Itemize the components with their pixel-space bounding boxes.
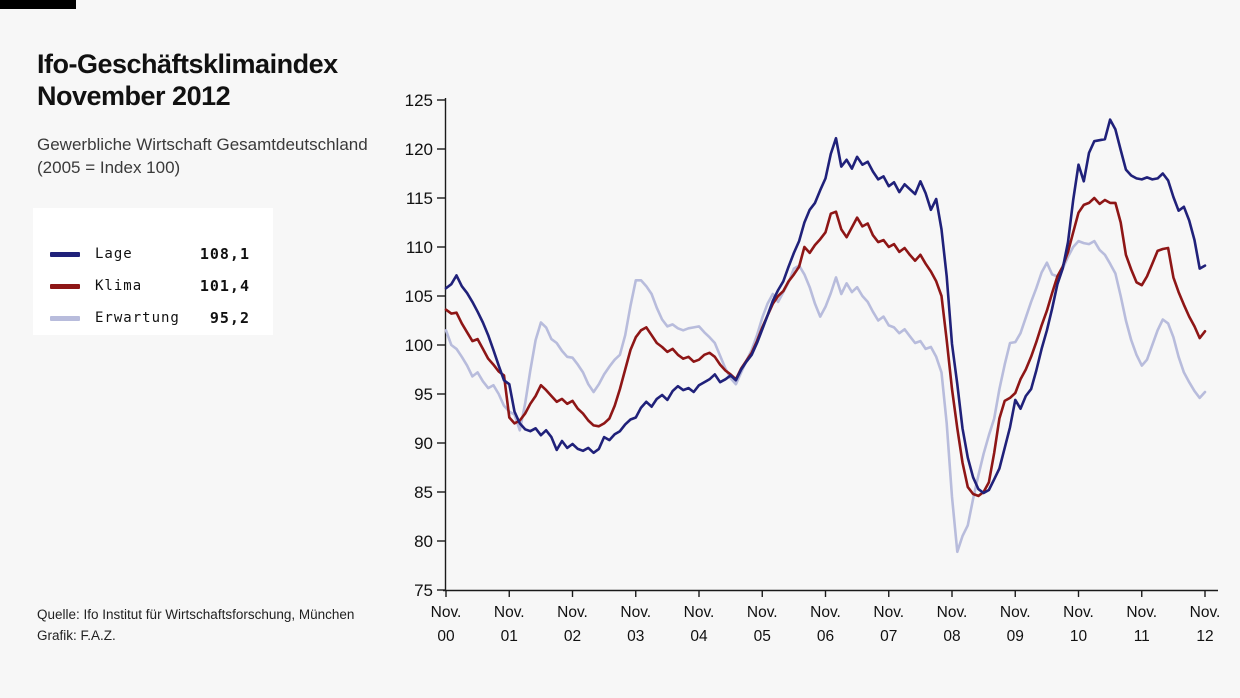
x-axis-tick-label-month: Nov.	[810, 604, 841, 621]
legend-value-lage: 108,1	[199, 245, 250, 263]
x-axis-tick-label-month: Nov.	[1000, 604, 1031, 621]
x-axis-tick-label-month: Nov.	[684, 604, 715, 621]
chart-subtitle: Gewerbliche Wirtschaft Gesamtdeutschland…	[37, 133, 368, 179]
x-axis-tick-label-year: 05	[754, 628, 771, 645]
legend-item-klima: Klima 101,4	[33, 276, 273, 296]
legend-box: Lage 108,1 Klima 101,4 Erwartung 95,2	[33, 208, 273, 335]
x-axis-tick-label-year: 10	[1070, 628, 1088, 645]
source-note: Quelle: Ifo Institut für Wirtschaftsfors…	[37, 604, 354, 646]
y-axis-tick-label: 120	[405, 140, 433, 159]
top-black-bar	[0, 0, 76, 9]
y-axis-tick-label: 105	[405, 287, 433, 306]
series-line-erwartung	[444, 239, 1207, 554]
y-axis-tick-label: 80	[414, 532, 433, 551]
x-axis-tick-label-year: 11	[1134, 628, 1150, 645]
x-axis-tick-label-month: Nov.	[494, 604, 525, 621]
series-line-klima	[444, 196, 1207, 498]
y-axis-tick-label: 95	[414, 385, 433, 404]
x-axis-tick-label-year: 00	[437, 628, 455, 645]
y-axis-tick-label: 110	[406, 238, 433, 257]
x-axis-tick-label-year: 08	[943, 628, 960, 645]
chart-subtitle-line2: (2005 = Index 100)	[37, 158, 181, 177]
legend-value-klima: 101,4	[199, 277, 250, 295]
x-axis-tick-label-month: Nov.	[431, 604, 462, 621]
x-axis-tick-label-year: 01	[501, 628, 518, 645]
x-axis-tick-label-year: 09	[1007, 628, 1024, 645]
x-axis-tick-label-month: Nov.	[873, 604, 904, 621]
erwartung-line-swatch	[50, 315, 80, 321]
legend-label-erwartung: Erwartung	[95, 310, 180, 326]
y-axis-tick-label: 100	[405, 336, 433, 355]
credit-line: Grafik: F.A.Z.	[37, 628, 116, 643]
source-line: Quelle: Ifo Institut für Wirtschaftsfors…	[37, 607, 355, 622]
y-axis-tick-label: 85	[414, 483, 433, 502]
x-axis-tick-label-month: Nov.	[747, 604, 778, 621]
x-axis-tick-label-year: 12	[1196, 628, 1213, 645]
x-axis-tick-label-year: 03	[627, 628, 644, 645]
klima-line-swatch	[50, 283, 80, 289]
chart-title-line1: Ifo-Geschäftsklimaindex	[37, 49, 338, 79]
legend-value-erwartung: 95,2	[209, 309, 250, 327]
chart-subtitle-line1: Gewerbliche Wirtschaft Gesamtdeutschland	[37, 135, 368, 154]
legend-label-lage: Lage	[95, 246, 133, 262]
chart-title-line2: November 2012	[37, 81, 231, 111]
x-axis-tick-label-month: Nov.	[1190, 604, 1221, 621]
legend-item-lage: Lage 108,1	[33, 244, 273, 264]
x-axis-tick-label-year: 02	[564, 628, 581, 645]
x-axis-tick-label-year: 07	[880, 628, 897, 645]
x-axis-tick-label-month: Nov.	[1063, 604, 1094, 621]
series-line-lage	[444, 118, 1207, 495]
x-axis-tick-label-month: Nov.	[620, 604, 651, 621]
y-axis-tick-label: 125	[405, 91, 433, 110]
y-axis-tick-label: 75	[414, 581, 433, 600]
x-axis-tick-label-month: Nov.	[937, 604, 968, 621]
x-axis-tick-label-month: Nov.	[557, 604, 588, 621]
legend-label-klima: Klima	[95, 278, 143, 294]
x-axis-tick-label-month: Nov.	[1126, 604, 1157, 621]
y-axis-tick-label: 90	[414, 434, 433, 453]
legend-item-erwartung: Erwartung 95,2	[33, 308, 273, 328]
x-axis-tick-label-year: 06	[817, 628, 834, 645]
y-axis-tick-label: 115	[406, 189, 433, 208]
lage-line-swatch	[50, 251, 80, 257]
x-axis-tick-label-year: 04	[690, 628, 708, 645]
chart-title: Ifo-Geschäftsklimaindex November 2012	[37, 48, 338, 112]
